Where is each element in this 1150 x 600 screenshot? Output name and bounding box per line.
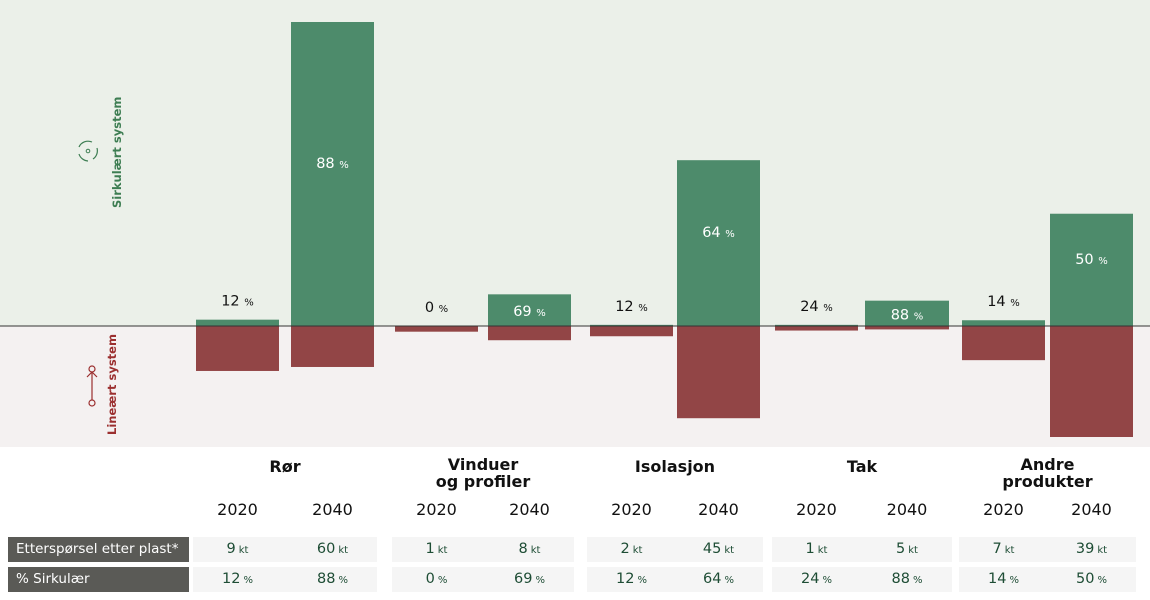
table-cell-demand-tak-2040: 5 kt [896,541,918,557]
table-cell-background [193,537,377,562]
row-label-demand: Etterspørsel etter plast* [8,537,189,562]
bar-linear-isolasjon-2040 [677,326,760,419]
bar-label-tak-2040: 88 % [891,307,924,323]
table-cell-demand-isolasjon-2020: 2 kt [620,541,643,557]
category-label-tak: Tak [846,457,878,476]
table-cell-background [959,537,1136,562]
bar-circular-tak-2040 [865,300,949,326]
chart-area: 12 % 88 % 0 % 69 % 12 % 64 % 24 % 88 % 14 % 50 % [0,0,1150,447]
table-cell-demand-ror-2040: 60 kt [316,541,349,557]
table-cell-demand-vinduer-og-profiler-2040: 8 kt [518,541,541,557]
bar-label-vinduer-og-profiler-2040: 69 % [513,304,546,320]
bar-label-isolasjon-2040: 64 % [702,225,735,241]
category-label-isolasjon: Isolasjon [634,457,716,476]
table-cell-circular-andre-produkter-2040: 50% [1076,571,1107,587]
bar-label-ror-2020: 12 % [221,294,254,310]
table-cell-background [772,567,952,592]
bar-circular-tak-2020 [775,324,858,326]
table-cell-demand-tak-2020: 1 kt [805,541,828,557]
bar-circular-vinduer-og-profiler-2040 [488,294,571,326]
bar-label-andre-produkter-2040: 50 % [1075,252,1108,268]
table-cell-circular-tak-2020: 24% [801,571,832,587]
table-cell-demand-isolasjon-2040: 45 kt [702,541,735,557]
bar-linear-tak-2040 [865,326,949,330]
bar-circular-isolasjon-2020 [590,324,673,326]
table-cell-background [392,567,574,592]
bar-circular-ror-2040 [291,22,374,326]
table-cell-demand-andre-produkter-2040: 39 kt [1075,541,1108,557]
table-cell-background [772,537,952,562]
bar-circular-andre-produkter-2040 [1050,213,1133,326]
bar-label-andre-produkter-2020: 14 % [987,294,1020,310]
table-cell-background [587,537,763,562]
year-label-ror-2020: 2020 [217,500,258,519]
table-cell-circular-tak-2040: 88% [891,571,923,587]
table-cell-demand-vinduer-og-profiler-2020: 1 kt [425,541,448,557]
year-label-isolasjon-2020: 2020 [611,500,652,519]
year-label-andre-produkter-2020: 2020 [983,500,1024,519]
table-cell-circular-vinduer-og-profiler-2040: 69% [514,571,545,587]
category-label-andre-produkter: Andre produkter [1002,455,1093,491]
bar-linear-vinduer-og-profiler-2040 [488,326,571,341]
table-cell-demand-ror-2020: 9 kt [226,541,249,557]
year-label-tak-2040: 2040 [886,500,928,519]
row-label-circular: % Sirkulær [8,567,189,592]
bar-label-isolasjon-2020: 12 % [615,299,648,315]
table-cell-circular-isolasjon-2020: 12% [616,571,647,587]
bar-linear-ror-2020 [196,326,279,371]
table-cell-background [959,567,1136,592]
table-cell-circular-isolasjon-2040: 64% [703,571,734,587]
table-cell-circular-vinduer-og-profiler-2020: 0% [425,571,448,587]
table-cell-background [193,567,377,592]
bar-linear-ror-2040 [291,326,374,367]
lower-band-background [0,326,1150,447]
bar-linear-vinduer-og-profiler-2020 [395,326,478,332]
year-label-isolasjon-2040: 2040 [698,500,739,519]
bar-linear-andre-produkter-2020 [962,326,1045,361]
bar-linear-andre-produkter-2040 [1050,326,1133,437]
upper-band-label: Sirkulært system [110,96,124,208]
table-cell-background [587,567,763,592]
table-cell-circular-ror-2040: 88% [317,571,348,587]
bar-linear-tak-2020 [775,326,858,331]
year-label-ror-2040: 2040 [312,500,353,519]
bar-label-vinduer-og-profiler-2020: 0 % [425,300,448,316]
category-label-vinduer-og-profiler: Vinduer og profiler [435,455,531,491]
category-label-ror: Rør [269,457,301,476]
upper-band-background [0,0,1150,326]
bar-circular-andre-produkter-2020 [962,320,1045,326]
bar-linear-isolasjon-2020 [590,326,673,337]
bar-circular-ror-2020 [196,319,279,326]
year-label-vinduer-og-profiler-2020: 2020 [416,500,457,519]
recycle-icon [78,140,98,162]
bar-label-ror-2040: 88 % [316,156,349,172]
year-label-vinduer-og-profiler-2040: 2040 [509,500,550,519]
table-cell-background [392,537,574,562]
table-cell-circular-andre-produkter-2020: 14% [988,571,1019,587]
year-label-tak-2020: 2020 [796,500,837,519]
year-label-andre-produkter-2040: 2040 [1071,500,1112,519]
bar-circular-isolasjon-2040 [677,160,760,326]
linear-arrow-icon [86,365,98,407]
lower-band-label: Lineært system [105,334,119,435]
bar-label-tak-2020: 24 % [800,299,833,315]
table-cell-demand-andre-produkter-2020: 7 kt [992,541,1015,557]
table-cell-circular-ror-2020: 12% [222,571,253,587]
